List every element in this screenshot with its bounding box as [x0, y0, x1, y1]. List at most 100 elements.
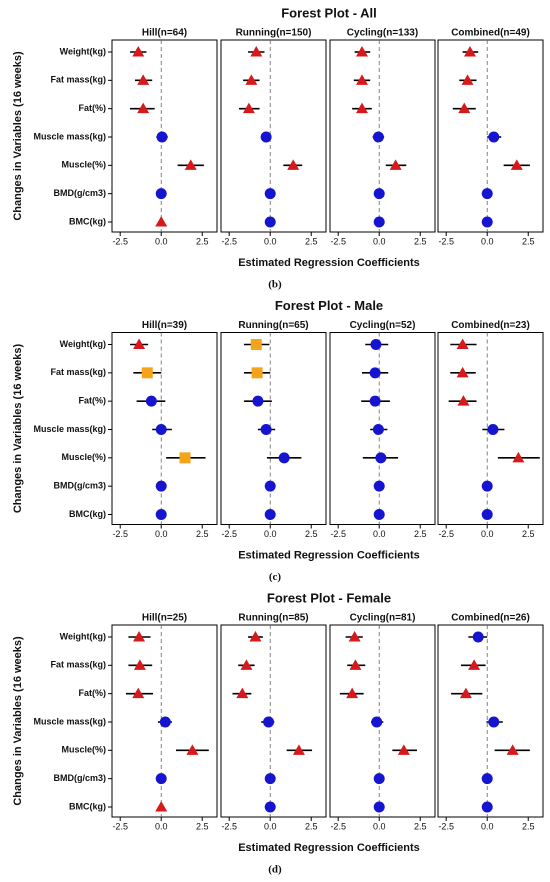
estimate-marker — [373, 509, 385, 520]
estimate-marker — [137, 74, 150, 85]
estimate-marker — [346, 687, 359, 699]
estimate-marker — [155, 509, 167, 520]
category-label: Muscle(%) — [61, 452, 106, 462]
estimate-marker — [155, 188, 167, 200]
estimate-marker — [369, 367, 381, 379]
estimate-marker — [264, 216, 276, 228]
x-tick-label: 2.5 — [522, 236, 535, 246]
x-tick-label: 2.5 — [196, 821, 209, 831]
estimate-marker — [264, 773, 276, 785]
estimate-marker — [145, 395, 157, 407]
estimate-marker — [245, 74, 258, 85]
panel-frame — [111, 332, 218, 525]
panel-title: Running(n=85) — [238, 613, 308, 624]
estimate-marker — [249, 631, 262, 642]
estimate-marker — [141, 367, 153, 379]
panel-title: Hill(n=39) — [142, 320, 187, 331]
estimate-marker — [155, 216, 168, 227]
panel-frame — [437, 624, 544, 818]
estimate-marker — [373, 801, 385, 813]
estimate-marker — [481, 188, 493, 200]
estimate-marker — [456, 338, 469, 349]
x-tick-label: 0.0 — [481, 236, 494, 246]
estimate-marker — [155, 773, 167, 785]
x-tick-label: -2.5 — [438, 236, 454, 246]
x-tick-label: 2.5 — [305, 236, 318, 246]
x-tick-label: 0.0 — [481, 529, 494, 539]
estimate-marker — [488, 716, 500, 728]
estimate-marker — [251, 367, 263, 379]
estimate-marker — [461, 74, 474, 85]
estimate-marker — [348, 631, 361, 642]
category-label: Fat mass(kg) — [50, 660, 106, 670]
estimate-marker — [481, 509, 493, 520]
estimate-marker — [179, 452, 191, 464]
panel-title: Running(n=150) — [236, 28, 312, 39]
category-label: Muscle(%) — [61, 160, 106, 170]
x-tick-label: -2.5 — [112, 236, 128, 246]
estimate-marker — [506, 744, 519, 755]
category-label: BMC(kg) — [69, 216, 106, 226]
x-tick-label: 0.0 — [155, 821, 168, 831]
panel-frame — [111, 39, 218, 233]
estimate-marker — [264, 509, 276, 520]
y-axis-label: Changes in Variables (16 weeks) — [12, 343, 24, 513]
category-label: BMC(kg) — [69, 801, 106, 811]
category-label: Weight(kg) — [60, 339, 106, 349]
category-label: Weight(kg) — [60, 46, 106, 56]
panel-frame — [220, 332, 327, 525]
category-label: Muscle mass(kg) — [33, 424, 106, 434]
estimate-marker — [132, 46, 145, 57]
x-tick-label: 2.5 — [305, 821, 318, 831]
category-label: Weight(kg) — [60, 631, 106, 641]
estimate-marker — [375, 452, 387, 464]
panel-frame — [437, 39, 544, 233]
y-axis-label: Changes in Variables (16 weeks) — [12, 636, 24, 806]
estimate-marker — [278, 452, 290, 464]
estimate-marker — [472, 631, 484, 643]
estimate-marker — [260, 131, 272, 143]
estimate-marker — [250, 46, 263, 57]
panel-title: Combined(n=23) — [451, 320, 530, 331]
x-tick-label: -2.5 — [330, 236, 346, 246]
x-tick-label: -2.5 — [330, 529, 346, 539]
caption: (b) — [268, 279, 282, 291]
chart-title: Forest Plot - Female — [267, 590, 391, 605]
panel-frame — [220, 624, 327, 818]
estimate-marker — [137, 102, 150, 114]
estimate-marker — [155, 424, 167, 435]
x-tick-label: 0.0 — [264, 529, 277, 539]
estimate-marker — [155, 801, 168, 812]
estimate-marker — [264, 801, 276, 813]
estimate-marker — [133, 659, 146, 670]
x-tick-label: 2.5 — [196, 529, 209, 539]
category-label: BMC(kg) — [69, 509, 106, 519]
estimate-marker — [488, 131, 500, 143]
estimate-marker — [260, 424, 272, 435]
estimate-marker — [487, 424, 499, 435]
estimate-marker — [510, 159, 523, 170]
estimate-marker — [481, 216, 493, 228]
x-tick-label: 2.5 — [196, 236, 209, 246]
estimate-marker — [372, 424, 384, 435]
chart-title: Forest Plot - All — [281, 5, 377, 20]
estimate-marker — [292, 744, 305, 755]
panel-frame — [437, 332, 544, 525]
x-tick-label: 0.0 — [155, 236, 168, 246]
caption: (d) — [268, 864, 282, 876]
x-tick-label: 2.5 — [414, 821, 427, 831]
panel-title: Hill(n=64) — [142, 28, 187, 39]
estimate-marker — [372, 131, 384, 143]
estimate-marker — [240, 659, 253, 670]
estimate-marker — [481, 801, 493, 813]
panel-frame — [329, 39, 436, 233]
x-tick-label: -2.5 — [112, 821, 128, 831]
estimate-marker — [355, 46, 368, 57]
estimate-marker — [250, 339, 262, 350]
estimate-marker — [456, 366, 469, 378]
x-tick-label: -2.5 — [438, 821, 454, 831]
panel-title: Running(n=65) — [238, 320, 308, 331]
panel-title: Cycling(n=52) — [350, 320, 416, 331]
category-label: Fat(%) — [79, 396, 107, 406]
